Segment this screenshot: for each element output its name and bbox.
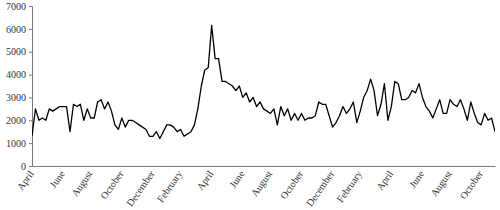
y-tick-mark [29,166,32,167]
x-tick-label: August [428,168,454,198]
x-tick-label: June [407,168,427,190]
y-tick: 1000 [6,138,32,149]
x-tick-label: April [15,168,36,192]
x-tick-label: August [69,168,95,198]
x-axis: AprilJuneAugustOctoberDecemberFebruaryAp… [15,166,496,208]
y-tick: 4000 [6,69,32,80]
x-tick: August [428,166,454,198]
y-tick-label: 2000 [6,115,26,126]
y-tick-label: 7000 [6,1,26,12]
x-tick-label: August [249,168,275,198]
y-tick: 5000 [6,46,32,57]
y-tick-mark [29,29,32,30]
x-axis-line [33,166,496,167]
x-tick: December [304,166,337,208]
x-tick-label: October [278,168,306,201]
y-tick-mark [29,143,32,144]
x-tick: June [227,166,247,190]
y-tick: 6000 [6,24,32,35]
y-axis: 01000200030004000500060007000 [6,1,33,172]
y-tick: 3000 [6,92,32,103]
y-tick-label: 6000 [6,24,26,35]
x-tick: April [194,166,215,192]
x-tick: October [278,166,306,201]
x-tick-label: June [47,168,67,190]
x-tick-label: December [304,168,337,209]
x-tick: October [458,166,486,201]
x-tick: December [124,166,157,208]
y-tick-label: 3000 [6,92,26,103]
series-line [32,25,495,138]
chart: 01000200030004000500060007000AprilJuneAu… [0,0,500,210]
x-tick-label: February [155,168,185,204]
x-tick-label: February [334,168,364,204]
y-axis-line [29,7,33,167]
x-tick: June [47,166,67,190]
y-tick-mark [29,6,32,7]
y-tick: 7000 [6,1,32,12]
x-tick-label: June [227,168,247,190]
y-tick-label: 5000 [6,46,26,57]
x-tick: April [15,166,36,192]
x-tick-label: April [374,168,395,192]
y-tick-mark [29,52,32,53]
x-tick: August [249,166,275,198]
y-tick-mark [29,120,32,121]
x-tick-label: October [458,168,486,201]
x-tick-label: December [124,168,157,209]
x-tick: August [69,166,95,198]
x-tick: June [407,166,427,190]
y-tick-label: 1000 [6,138,26,149]
y-tick-mark [29,97,32,98]
plot: 01000200030004000500060007000AprilJuneAu… [6,1,496,209]
x-tick: October [98,166,126,201]
marks [32,25,495,138]
y-tick: 2000 [6,115,32,126]
x-tick-label: October [98,168,126,201]
x-tick: February [334,166,364,204]
y-tick-label: 4000 [6,69,26,80]
x-tick-label: April [194,168,215,192]
x-tick: April [374,166,395,192]
x-tick: February [155,166,185,204]
y-tick-mark [29,75,32,76]
